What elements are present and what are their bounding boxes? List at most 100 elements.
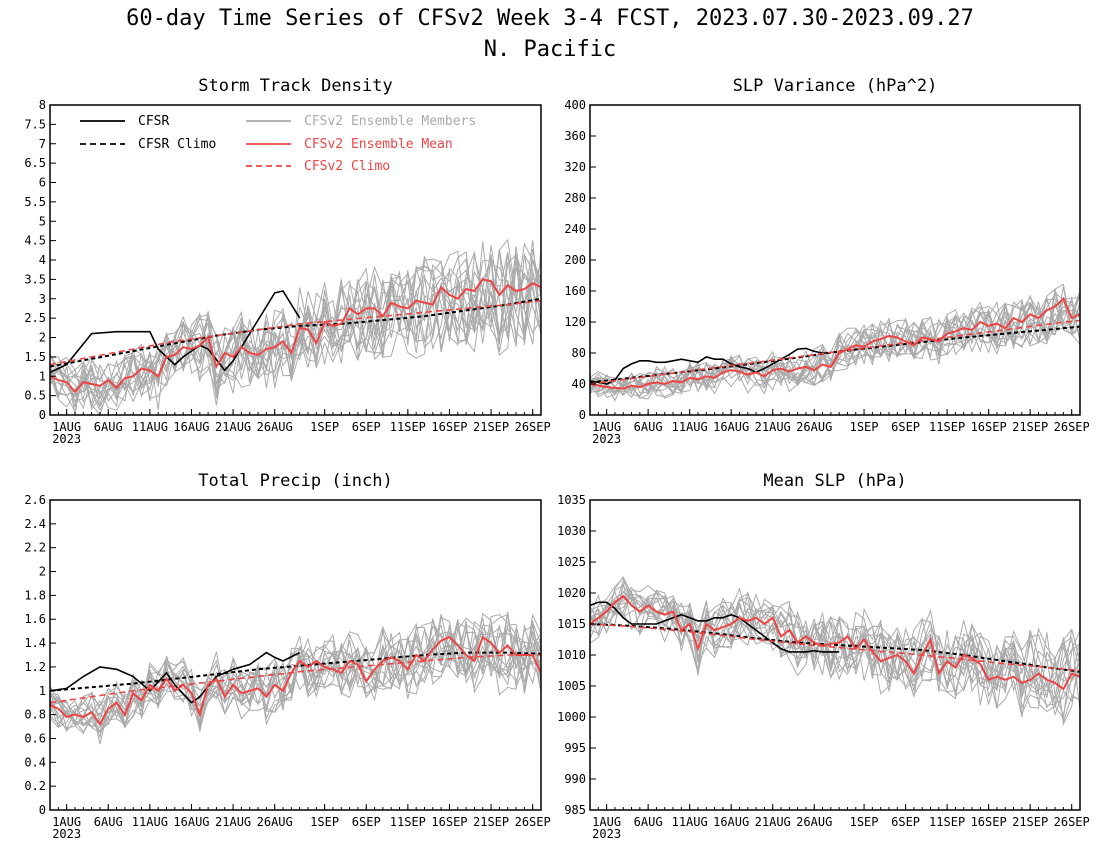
cfsv2-climo-line [590,319,1080,385]
chart-panel-2: SLP Variance (hPa^2) 0 40 80 120 160 200 240 280… [564,76,1089,446]
x-tick-label: 11SEP [929,420,965,434]
plot-area [50,611,541,745]
ensemble-member-line [590,597,1080,726]
x-year-label: 2023 [592,827,621,841]
x-tick-label: 21SEP [1012,815,1048,829]
x-tick-label: 11SEP [390,420,426,434]
y-tick-label: 2 [39,565,46,579]
x-tick-label: 1SEP [310,815,339,829]
ensemble-member-line [50,266,541,412]
y-tick-label: 1 [39,684,46,698]
legend-cfsr-climo-label: CFSR Climo [138,137,216,152]
x-tick-label: 1SEP [850,420,879,434]
x-tick-label: 1AUG [592,420,621,434]
y-tick-label: 3.5 [24,272,46,286]
ensemble-member-line [50,242,541,409]
ensemble-member-line [590,591,1080,709]
ensemble-member-line [50,250,541,403]
x-tick-label: 16AUG [173,420,209,434]
x-tick-label: 1AUG [52,420,81,434]
y-tick-label: 0.5 [24,389,46,403]
x-tick-label: 6SEP [352,815,381,829]
plot-frame [49,499,542,811]
y-tick-label: 2 [39,331,46,345]
ensemble-mean-line [590,594,1080,691]
y-tick-label: 985 [564,803,586,817]
plot-area [590,576,1080,726]
x-tick-label: 26SEP [515,815,551,829]
x-tick-label: 1AUG [52,815,81,829]
x-tick-label: 6SEP [891,420,920,434]
chart-panel-1: Storm Track Density 0 0.5 1 1.5 2 2.5 3 3.5 4 4.5 5… [24,76,550,446]
ensemble-mean-line [50,278,541,394]
x-tick-label: 16AUG [173,815,209,829]
y-tick-label: 2.4 [24,517,46,531]
y-tick-label: 7 [39,137,46,151]
cfsr-climo-line [50,297,541,368]
y-tick-label: 1000 [557,710,586,724]
x-tick-label: 16SEP [431,815,467,829]
cfsr-line [50,651,301,704]
panel-title: Storm Track Density [198,76,392,96]
y-tick-label: 1010 [557,648,586,662]
y-tick-label: 200 [564,253,586,267]
x-tick-label: 1SEP [850,815,879,829]
figure-title-line1: 60-day Time Series of CFSv2 Week 3-4 FCS… [126,6,974,31]
x-tick-label: 1SEP [310,420,339,434]
legend-climo-label: CFSv2 Climo [304,159,390,174]
y-tick-label: 3 [39,292,46,306]
cfsr-line [590,347,831,385]
y-tick-label: 280 [564,191,586,205]
y-tick-label: 1015 [557,617,586,631]
cfsv2-climo-line [50,654,541,704]
y-tick-label: 160 [564,284,586,298]
chart-panels: Storm Track Density 0 0.5 1 1.5 2 2.5 3 3.5 4 4.5 5… [24,76,1089,841]
x-year-label: 2023 [592,432,621,446]
cfsv2-climo-line [50,299,541,366]
y-tick-label: 6.5 [24,156,46,170]
x-year-label: 2023 [52,432,81,446]
y-tick-label: 2.2 [24,541,46,555]
y-tick-label: 1.6 [24,612,46,626]
x-tick-label: 11AUG [672,815,708,829]
x-tick-label: 16SEP [431,420,467,434]
x-tick-label: 6AUG [94,420,123,434]
x-tick-label: 21AUG [755,815,791,829]
x-tick-label: 11SEP [390,815,426,829]
ensemble-member-line [590,600,1080,711]
chart-panel-4: Mean SLP (hPa) 985 990 995 1000 1005 1010 1015 1… [557,471,1090,841]
x-tick-label: 26AUG [796,420,832,434]
y-tick-label: 40 [572,377,586,391]
ensemble-mean-line [50,635,541,727]
ensemble-member-line [50,254,541,415]
y-tick-label: 0 [39,408,46,422]
y-tick-label: 320 [564,160,586,174]
y-tick-label: 1005 [557,679,586,693]
panel-title: SLP Variance (hPa^2) [733,76,938,96]
ensemble-mean-line [590,297,1080,390]
x-tick-label: 26AUG [257,420,293,434]
x-tick-label: 16SEP [971,420,1007,434]
y-tick-label: 995 [564,741,586,755]
y-tick-label: 0 [579,408,586,422]
y-tick-label: 1 [39,369,46,383]
chart-panel-3: Total Precip (inch) 0 0.2 0.4 0.6 0.8 1 1.2 1.4 1… [24,471,550,841]
y-tick-label: 120 [564,315,586,329]
x-tick-label: 21SEP [1012,420,1048,434]
y-tick-label: 80 [572,346,586,360]
ensemble-member-line [590,298,1080,395]
legend: CFSR CFSR Climo CFSv2 Ensemble Members CFSv… [80,114,476,174]
legend-members-label: CFSv2 Ensemble Members [304,114,476,129]
y-tick-label: 360 [564,129,586,143]
x-tick-label: 11SEP [929,815,965,829]
legend-cfsr-label: CFSR [138,114,169,129]
y-tick-label: 1.2 [24,660,46,674]
x-tick-label: 16AUG [713,420,749,434]
x-tick-label: 21SEP [473,815,509,829]
x-tick-label: 11AUG [132,815,168,829]
y-tick-label: 6 [39,176,46,190]
x-tick-label: 6SEP [891,815,920,829]
y-tick-label: 4.5 [24,234,46,248]
panel-title: Mean SLP (hPa) [763,471,906,491]
